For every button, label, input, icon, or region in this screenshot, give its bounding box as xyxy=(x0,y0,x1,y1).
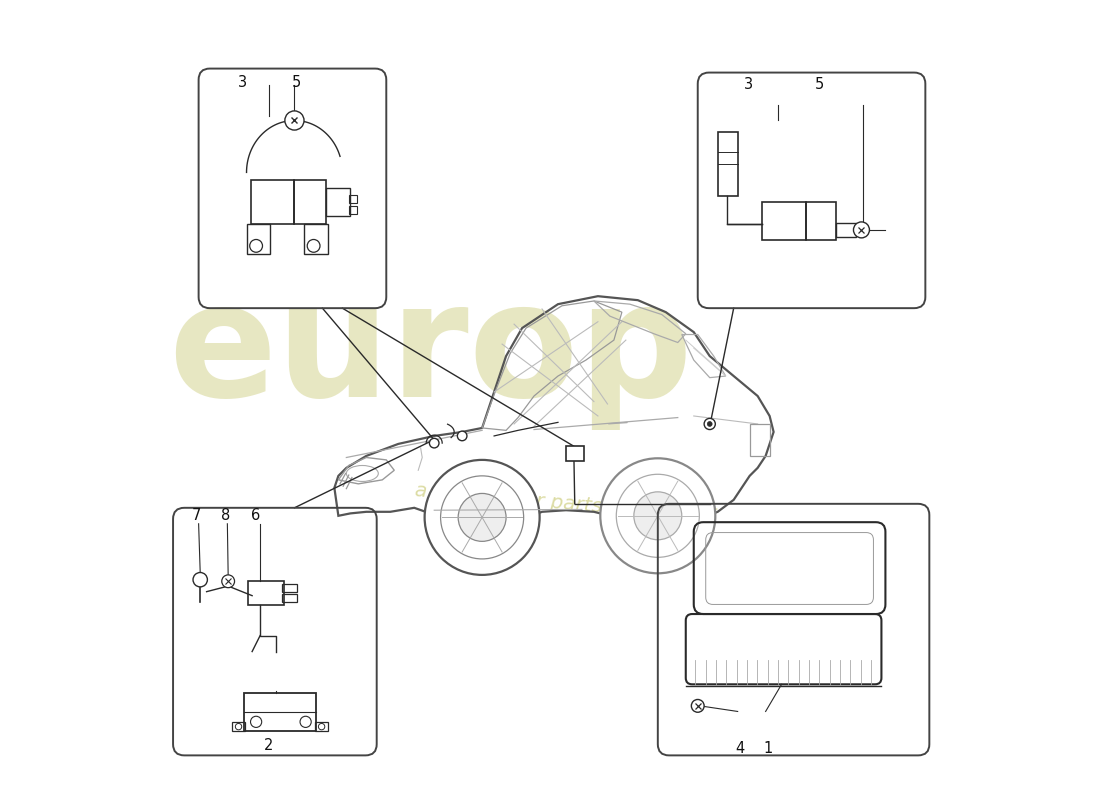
Bar xyxy=(244,693,316,731)
Circle shape xyxy=(459,494,506,542)
Circle shape xyxy=(707,422,712,426)
Text: 2: 2 xyxy=(264,738,274,754)
Text: 4: 4 xyxy=(736,742,745,757)
Bar xyxy=(349,194,356,202)
Circle shape xyxy=(441,476,524,559)
Circle shape xyxy=(616,474,700,558)
Circle shape xyxy=(692,699,704,712)
Bar xyxy=(761,202,805,240)
Bar xyxy=(805,202,836,240)
Text: 5: 5 xyxy=(815,77,825,92)
Circle shape xyxy=(601,458,715,574)
Bar xyxy=(283,594,297,602)
Bar xyxy=(232,722,245,731)
Bar xyxy=(566,446,583,461)
Bar xyxy=(836,222,856,237)
Text: 5: 5 xyxy=(292,75,300,90)
Circle shape xyxy=(300,716,311,727)
Bar xyxy=(327,188,350,216)
Circle shape xyxy=(318,723,324,730)
Circle shape xyxy=(251,716,262,727)
Bar xyxy=(283,585,297,593)
Bar xyxy=(717,133,738,196)
Circle shape xyxy=(854,222,869,238)
Circle shape xyxy=(222,575,234,588)
Bar xyxy=(249,582,284,606)
Circle shape xyxy=(192,573,208,587)
Bar xyxy=(251,180,295,224)
Circle shape xyxy=(250,239,263,252)
Text: 8: 8 xyxy=(221,508,230,523)
Bar xyxy=(246,223,271,254)
Bar xyxy=(304,223,328,254)
Text: 3: 3 xyxy=(744,77,752,92)
Text: a passion for parts since 1985: a passion for parts since 1985 xyxy=(414,481,718,526)
Text: 3: 3 xyxy=(238,75,248,90)
Circle shape xyxy=(634,492,682,540)
Circle shape xyxy=(429,438,439,448)
Circle shape xyxy=(307,239,320,252)
Circle shape xyxy=(425,460,540,575)
Text: 6: 6 xyxy=(252,508,261,523)
Circle shape xyxy=(458,431,466,441)
Circle shape xyxy=(704,418,715,430)
Circle shape xyxy=(235,723,242,730)
Bar xyxy=(349,206,356,214)
Bar xyxy=(295,180,327,224)
FancyArrowPatch shape xyxy=(608,422,627,424)
Circle shape xyxy=(285,111,304,130)
Bar xyxy=(750,424,770,456)
Text: 1: 1 xyxy=(763,742,772,757)
Text: europ: europ xyxy=(168,274,693,430)
Text: 7: 7 xyxy=(191,508,201,523)
Bar xyxy=(316,722,328,731)
